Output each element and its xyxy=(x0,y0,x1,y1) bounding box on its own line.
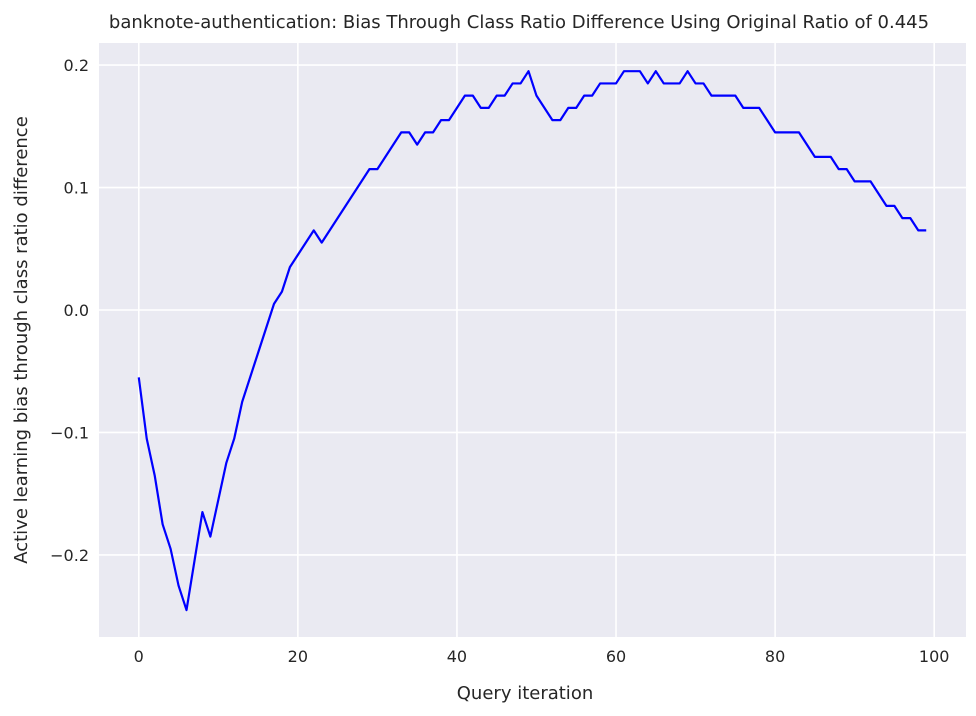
series-line xyxy=(137,70,927,612)
plot-background xyxy=(99,43,966,637)
chart-title: banknote-authentication: Bias Through Cl… xyxy=(109,12,929,33)
x-tick-label: 100 xyxy=(919,647,950,666)
y-tick-label: 0.2 xyxy=(64,56,89,75)
x-tick-label: 40 xyxy=(447,647,467,666)
x-tick-label: 80 xyxy=(765,647,785,666)
y-tick-label: −0.2 xyxy=(50,546,89,565)
y-axis-label: Active learning bias through class ratio… xyxy=(11,116,32,564)
series-layer xyxy=(137,70,927,612)
x-axis-label: Query iteration xyxy=(457,683,593,704)
x-tick-label: 20 xyxy=(288,647,308,666)
x-axis-ticks: 0 20 40 60 80 100 xyxy=(134,647,950,666)
y-tick-label: 0.1 xyxy=(64,179,89,198)
x-tick-label: 0 xyxy=(134,647,144,666)
gridlines xyxy=(99,43,966,637)
y-axis-ticks: −0.2 −0.1 0.0 0.1 0.2 xyxy=(50,56,89,565)
x-tick-label: 60 xyxy=(606,647,626,666)
y-tick-label: −0.1 xyxy=(50,423,89,442)
y-tick-label: 0.0 xyxy=(64,301,89,320)
